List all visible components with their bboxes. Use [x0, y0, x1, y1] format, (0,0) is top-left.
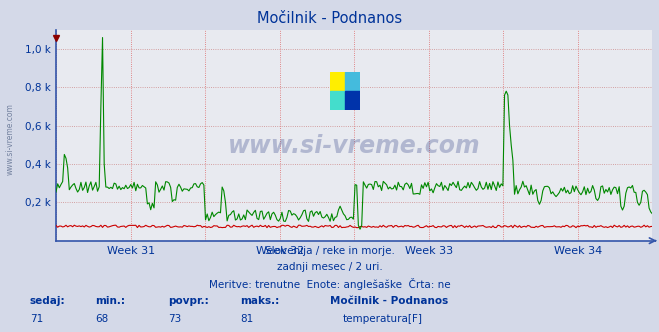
- Text: Močilnik - Podnanos: Močilnik - Podnanos: [330, 296, 447, 306]
- Text: www.si-vreme.com: www.si-vreme.com: [228, 134, 480, 158]
- Text: temperatura[F]: temperatura[F]: [343, 314, 422, 324]
- Text: min.:: min.:: [96, 296, 126, 306]
- Text: povpr.:: povpr.:: [168, 296, 209, 306]
- Text: Močilnik - Podnanos: Močilnik - Podnanos: [257, 11, 402, 26]
- Text: 71: 71: [30, 314, 43, 324]
- Text: 73: 73: [168, 314, 181, 324]
- Text: zadnji mesec / 2 uri.: zadnji mesec / 2 uri.: [277, 262, 382, 272]
- Text: www.si-vreme.com: www.si-vreme.com: [5, 104, 14, 175]
- Text: maks.:: maks.:: [241, 296, 280, 306]
- Text: 81: 81: [241, 314, 254, 324]
- Text: 68: 68: [96, 314, 109, 324]
- Text: sedaj:: sedaj:: [30, 296, 65, 306]
- Text: Meritve: trenutne  Enote: anglešaške  Črta: ne: Meritve: trenutne Enote: anglešaške Črta…: [209, 278, 450, 290]
- Text: Slovenija / reke in morje.: Slovenija / reke in morje.: [264, 246, 395, 256]
